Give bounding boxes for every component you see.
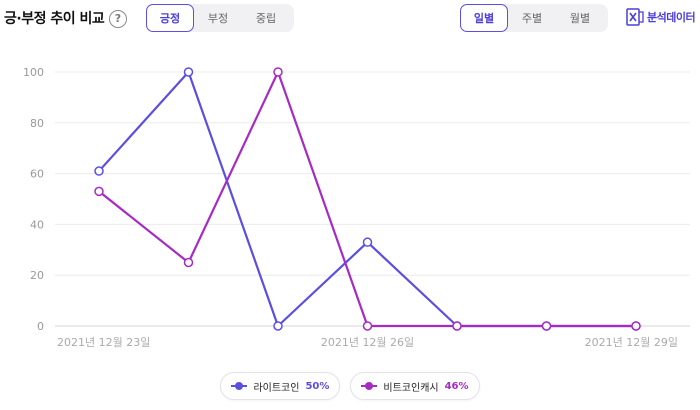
tab-daily[interactable]: 일별 — [460, 4, 508, 32]
grid-lines — [55, 71, 690, 327]
sentiment-segmented-control: 긍정 부정 중립 — [146, 4, 294, 32]
tab-negative[interactable]: 부정 — [207, 12, 229, 25]
data-point-1-2[interactable] — [273, 67, 283, 77]
y-tick-label: 60 — [30, 168, 44, 181]
y-tick-label: 40 — [30, 218, 44, 231]
y-tick-label: 100 — [23, 66, 44, 79]
x-tick-label: 2021년 12월 23일 — [57, 335, 150, 349]
y-axis: 0 20 40 60 80 100 — [23, 66, 44, 333]
legend-label-litecoin: 라이트코인 — [253, 382, 300, 394]
data-point-1-3[interactable] — [362, 321, 373, 331]
data-point-1-6[interactable] — [631, 321, 641, 331]
x-tick-label: 2021년 12월 26일 — [321, 335, 414, 349]
tab-weekly[interactable]: 주별 — [521, 12, 543, 25]
excel-download-label: 분석데이터 — [647, 11, 696, 24]
legend-swatch-bitcoin-cash — [361, 382, 378, 390]
data-point-0-3[interactable] — [362, 237, 373, 247]
data-point-0-1[interactable] — [183, 67, 194, 77]
period-segmented-control: 일별 주별 월별 — [460, 4, 608, 32]
series-line-1 — [98, 70, 636, 328]
data-point-1-1[interactable] — [183, 257, 194, 268]
series-lines — [94, 67, 641, 331]
excel-download-button[interactable]: 분석데이터 — [626, 8, 696, 26]
tab-monthly[interactable]: 월별 — [569, 12, 591, 25]
data-point-1-0[interactable] — [94, 186, 104, 197]
data-point-1-4[interactable] — [452, 321, 462, 331]
legend-share-bitcoin-cash: 46% — [444, 380, 469, 392]
help-icon[interactable]: ? — [109, 10, 127, 28]
legend-share-litecoin: 50% — [305, 380, 330, 392]
data-point-0-2[interactable] — [273, 321, 283, 331]
y-tick-label: 0 — [37, 320, 44, 333]
tab-neutral[interactable]: 중립 — [255, 12, 277, 25]
excel-icon — [626, 8, 644, 26]
y-tick-label: 20 — [30, 269, 44, 282]
legend-label-bitcoin-cash: 비트코인캐시 — [383, 382, 439, 394]
legend-swatch-litecoin — [231, 382, 248, 390]
x-tick-label: 2021년 12월 29일 — [585, 335, 678, 349]
legend-item-litecoin[interactable]: 라이트코인 50% — [220, 372, 341, 400]
legend: 라이트코인 50% 비트코인캐시 46% — [0, 372, 700, 400]
data-point-1-5[interactable] — [541, 321, 552, 331]
x-axis: 2021년 12월 23일 2021년 12월 26일 2021년 12월 29일 — [57, 335, 678, 349]
tab-positive[interactable]: 긍정 — [146, 4, 194, 32]
data-point-0-0[interactable] — [94, 166, 104, 176]
chart-title: 긍·부정 추이 비교 — [4, 11, 105, 27]
legend-item-bitcoin-cash[interactable]: 비트코인캐시 46% — [350, 372, 480, 400]
y-tick-label: 80 — [30, 117, 44, 130]
series-line-0 — [98, 70, 636, 328]
